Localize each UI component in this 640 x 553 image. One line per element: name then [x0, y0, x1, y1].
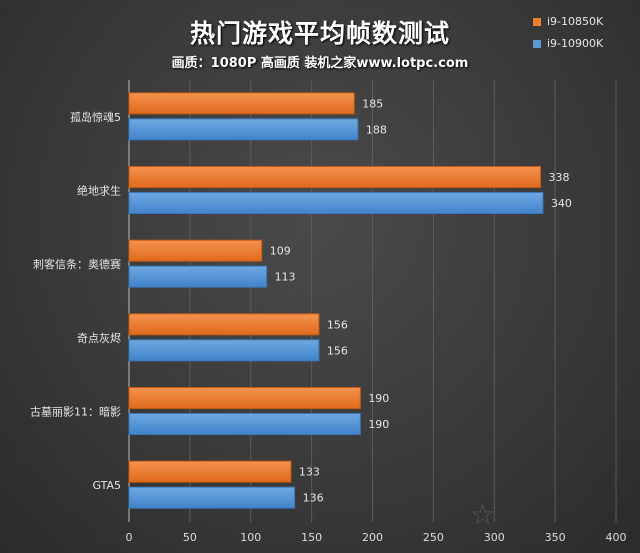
bar-i9-10900k — [128, 118, 359, 141]
category-label: 绝地求生 — [77, 184, 121, 198]
x-tick-label: 400 — [606, 531, 627, 544]
x-tick-label: 100 — [240, 531, 261, 544]
category-label: 孤岛惊魂5 — [70, 110, 121, 124]
bar-i9-10850k — [128, 387, 361, 409]
legend-label: i9-10850K — [547, 15, 604, 28]
x-tick-label: 0 — [126, 531, 133, 544]
data-label: 133 — [299, 466, 320, 479]
bar-i9-10900k — [128, 339, 320, 362]
bar-i9-10900k — [128, 486, 296, 509]
data-label: 340 — [551, 197, 572, 210]
data-label: 109 — [270, 245, 291, 258]
legend-swatch — [533, 17, 541, 26]
data-label: 113 — [275, 271, 296, 284]
bar-i9-10900k — [128, 413, 361, 435]
legend-swatch — [533, 39, 541, 48]
x-tick-label: 50 — [183, 531, 197, 544]
x-tick-label: 350 — [545, 531, 566, 544]
x-tick-label: 250 — [423, 531, 444, 544]
data-label: 190 — [368, 418, 389, 431]
watermark: ☆ — [470, 498, 496, 531]
bar-i9-10850k — [128, 92, 355, 115]
chart-title: 热门游戏平均帧数测试 — [189, 19, 450, 48]
legend-label: i9-10900K — [547, 37, 604, 50]
data-label: 338 — [549, 171, 570, 184]
legend-item-series-2: i9-10900K — [533, 37, 603, 50]
data-label: 188 — [366, 123, 387, 136]
bar-i9-10900k — [128, 265, 268, 288]
bar-i9-10850k — [128, 460, 292, 483]
x-tick-label: 200 — [362, 531, 383, 544]
x-tick-label: 300 — [484, 531, 505, 544]
data-label: 190 — [368, 392, 389, 405]
category-label: 刺客信条：奥德赛 — [33, 257, 121, 271]
data-label: 136 — [303, 492, 324, 505]
chart-subtitle: 画质：1080P 高画质 装机之家www.lotpc.com — [171, 56, 469, 71]
bar-i9-10850k — [128, 313, 320, 336]
data-label: 185 — [362, 97, 383, 110]
category-label: 古墓丽影11：暗影 — [30, 405, 121, 419]
bar-i9-10850k — [128, 239, 263, 262]
category-label: 奇点灰烬 — [77, 331, 121, 345]
data-label: 156 — [327, 318, 348, 331]
category-label: GTA5 — [92, 479, 121, 492]
bar-i9-10850k — [128, 166, 542, 188]
data-label: 156 — [327, 344, 348, 357]
bar-i9-10900k — [128, 192, 544, 214]
legend-item-series-1: i9-10850K — [533, 15, 603, 28]
x-tick-label: 150 — [301, 531, 322, 544]
